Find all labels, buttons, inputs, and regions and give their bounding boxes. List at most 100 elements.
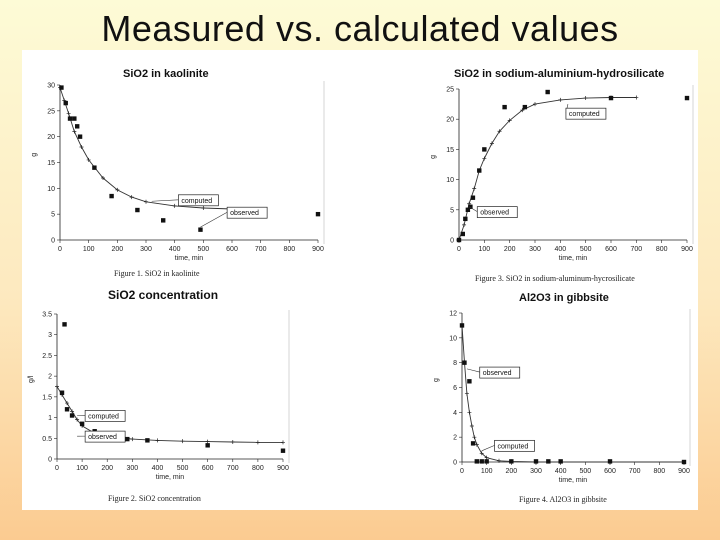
x-tick-label: 400 (555, 468, 567, 475)
legend-box (565, 107, 607, 120)
computed-line (59, 87, 233, 210)
x-axis-label: time, min (559, 255, 588, 262)
y-tick-label: 10 (47, 186, 55, 193)
x-tick-label: 700 (227, 465, 239, 472)
x-tick-label: 100 (76, 465, 88, 472)
observed-point (205, 443, 210, 448)
observed-point (75, 124, 80, 129)
legend-box (494, 439, 535, 452)
legend-leader (481, 445, 495, 452)
x-axis-label: time, min (175, 255, 204, 262)
y-axis-label: g/l (28, 375, 35, 383)
y-tick-label: 2 (453, 435, 457, 442)
observed-point (470, 195, 476, 200)
legend-box (178, 194, 219, 207)
observed-point (470, 441, 476, 446)
computed-marker (201, 205, 206, 210)
observed-point (63, 100, 68, 106)
legend-label: observed (230, 210, 259, 217)
x-tick-label: 400 (554, 246, 566, 253)
observed-point (459, 323, 465, 328)
observed-point (198, 227, 203, 232)
y-tick-label: 10 (449, 335, 457, 342)
observed-point (280, 448, 286, 453)
x-tick-label: 600 (605, 246, 617, 253)
x-tick-label: 200 (504, 246, 516, 253)
x-axis-label: time, min (559, 477, 588, 484)
chart-title: SiO2 in sodium-aluminium-hydrosilicate (454, 68, 664, 80)
computed-marker (464, 391, 469, 396)
computed-marker (583, 96, 588, 101)
observed-point (545, 89, 550, 95)
x-tick-label: 400 (169, 246, 181, 253)
observed-point (558, 459, 563, 464)
observed-point (59, 390, 65, 395)
observed-point (607, 459, 613, 464)
computed-marker (144, 199, 148, 204)
y-tick-label: 3.5 (42, 312, 52, 319)
computed-marker (533, 102, 537, 107)
x-tick-label: 900 (277, 465, 289, 472)
observed-point (92, 165, 97, 170)
x-tick-label: 600 (226, 246, 238, 253)
observed-point (684, 95, 690, 101)
observed-point (681, 459, 687, 465)
legend-label: observed (480, 210, 509, 217)
computed-marker (86, 157, 91, 162)
y-tick-label: 0 (51, 238, 55, 245)
computed-marker (230, 440, 235, 445)
computed-marker (489, 141, 494, 146)
chart-title: Al2O3 in gibbsite (519, 292, 609, 304)
computed-marker (497, 129, 502, 134)
observed-point (477, 168, 482, 173)
legend-leader (466, 368, 480, 373)
y-axis-label: g (31, 153, 38, 157)
y-tick-label: 0 (453, 460, 457, 467)
scanned-figures: SiO2 in kaolinite 0 100 200 300 400 500 600 700 8… (22, 50, 698, 510)
legend-leader (200, 211, 228, 228)
legend-label: observed (88, 434, 117, 441)
computed-marker (172, 203, 177, 208)
legend-label: computed (181, 198, 212, 205)
computed-marker (255, 440, 260, 445)
computed-marker (70, 409, 75, 414)
y-tick-label: 2.5 (42, 353, 52, 360)
observed-point (522, 104, 528, 110)
computed-marker (469, 423, 474, 428)
y-tick-label: 4 (453, 410, 457, 417)
computed-marker (472, 186, 477, 191)
observed-point (161, 218, 166, 223)
computed-line (458, 97, 637, 241)
observed-point (125, 436, 130, 442)
y-tick-label: 12 (449, 311, 457, 318)
y-tick-label: 15 (446, 147, 454, 154)
computed-marker (115, 187, 120, 192)
x-tick-label: 900 (312, 246, 324, 253)
x-tick-label: 0 (457, 246, 461, 253)
x-tick-label: 400 (152, 465, 164, 472)
observed-point (502, 104, 507, 110)
legend-leader (468, 206, 478, 212)
observed-point (79, 421, 85, 426)
computed-marker (520, 108, 525, 113)
x-tick-label: 100 (478, 246, 490, 253)
observed-point (468, 204, 473, 209)
y-tick-label: 10 (446, 177, 454, 184)
legend-box (226, 206, 268, 219)
computed-marker (55, 384, 59, 389)
x-tick-label: 300 (126, 465, 138, 472)
x-tick-label: 500 (580, 246, 592, 253)
computed-marker (507, 118, 512, 123)
computed-marker (474, 442, 479, 447)
y-tick-label: 20 (47, 134, 55, 141)
x-tick-label: 0 (55, 465, 59, 472)
x-tick-label: 700 (630, 246, 642, 253)
x-tick-label: 500 (197, 246, 209, 253)
x-tick-label: 200 (111, 246, 123, 253)
y-tick-label: 15 (47, 160, 55, 167)
computed-marker (65, 401, 70, 406)
x-tick-label: 800 (656, 246, 668, 253)
x-tick-label: 0 (460, 468, 464, 475)
y-tick-label: 0 (48, 457, 52, 464)
